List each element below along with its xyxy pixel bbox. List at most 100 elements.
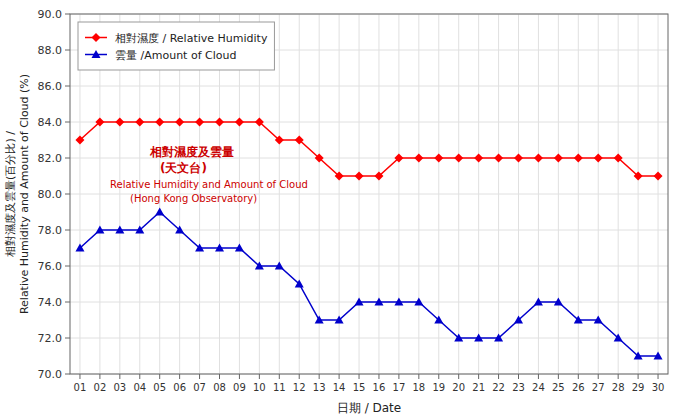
tick-x: [299, 374, 300, 379]
tick-x: [618, 374, 619, 379]
tick-label-y: 70.0: [38, 368, 63, 381]
series-marker: [275, 262, 284, 270]
tick-x: [259, 374, 260, 379]
tick-x: [119, 374, 120, 379]
series-marker: [355, 172, 364, 181]
tick-y: [65, 50, 70, 51]
tick-x: [179, 374, 180, 379]
tick-label-y: 72.0: [38, 332, 63, 345]
series-line: [80, 212, 658, 356]
tick-label-x: 09: [233, 382, 246, 393]
tick-x: [239, 374, 240, 379]
legend-label: 雲量 /Amount of Cloud: [115, 49, 236, 62]
series: [75, 208, 662, 360]
tick-label-y: 84.0: [38, 116, 63, 129]
data-area: [75, 118, 662, 360]
tick-label-y: 74.0: [38, 296, 63, 309]
tick-label-x: 13: [313, 382, 326, 393]
tick-label-y: 90.0: [38, 8, 63, 21]
series-marker: [374, 298, 383, 306]
tick-y: [65, 302, 70, 303]
tick-x: [139, 374, 140, 379]
series-marker: [614, 334, 623, 342]
series-marker: [494, 154, 503, 163]
tick-label-x: 12: [293, 382, 306, 393]
tick-label-y: 76.0: [38, 260, 63, 273]
tick-label-x: 24: [532, 382, 545, 393]
grid-line-x: [378, 14, 379, 374]
tick-x: [638, 374, 639, 379]
series-marker: [394, 298, 403, 306]
tick-x: [558, 374, 559, 379]
series-marker: [135, 226, 144, 234]
annotation: (天文台): [160, 161, 207, 175]
grid-line-x: [458, 14, 459, 374]
legend-label: 相對濕度 / Relative Humidity: [115, 32, 268, 45]
series-marker: [315, 154, 324, 163]
annotation: (Hong Kong Observatory): [130, 193, 257, 204]
tick-label-x: 20: [452, 382, 465, 393]
grid-line-x: [618, 14, 619, 374]
grid-line-x: [478, 14, 479, 374]
annotation: 相對濕度及雲量: [149, 145, 234, 159]
plot-background: [70, 14, 668, 374]
grid-line-x: [658, 14, 659, 374]
annotation: Relative Humidity and Amount of Cloud: [110, 179, 308, 190]
tick-label-x: 17: [393, 382, 406, 393]
series: [75, 118, 662, 181]
tick-label-x: 02: [94, 382, 107, 393]
tick-label-x: 19: [432, 382, 445, 393]
tick-y: [65, 122, 70, 123]
series-marker: [75, 136, 84, 145]
tick-label-x: 07: [193, 382, 206, 393]
series-marker: [634, 352, 643, 360]
series-marker: [474, 154, 483, 163]
grid-line-x: [538, 14, 539, 374]
series-marker: [255, 118, 264, 127]
tick-label-x: 11: [273, 382, 286, 393]
annotations: 相對濕度及雲量 (天文台) Relative Humidity and Amount…: [110, 145, 308, 204]
tick-label-x: 05: [153, 382, 166, 393]
series-marker: [554, 154, 563, 163]
series-marker: [494, 334, 503, 342]
series-marker: [215, 244, 224, 252]
series-marker: [215, 118, 224, 127]
tick-x: [159, 374, 160, 379]
tick-x: [319, 374, 320, 379]
tick-label-y: 78.0: [38, 224, 63, 237]
series-marker: [434, 154, 443, 163]
series-marker: [155, 118, 164, 127]
tick-label-x: 30: [652, 382, 665, 393]
tick-y: [65, 230, 70, 231]
tick-x: [498, 374, 499, 379]
tick-x: [578, 374, 579, 379]
tick-x: [219, 374, 220, 379]
tick-x: [398, 374, 399, 379]
series-line: [80, 122, 658, 176]
series-marker: [335, 316, 344, 324]
tick-label-x: 21: [472, 382, 485, 393]
series-marker: [374, 172, 383, 181]
legend-swatch-marker: [92, 50, 101, 58]
tick-label-y: 80.0: [38, 188, 63, 201]
tick-label-x: 28: [612, 382, 625, 393]
legend-swatch-marker: [92, 33, 101, 42]
series-marker: [634, 172, 643, 181]
tick-x: [359, 374, 360, 379]
tick-label-x: 10: [253, 382, 266, 393]
series-marker: [195, 244, 204, 252]
tick-label-x: 29: [632, 382, 645, 393]
grid-line-x: [638, 14, 639, 374]
series-marker: [275, 136, 284, 145]
y-axis-label: Relative Humidity and Amount of Cloud (%…: [18, 74, 31, 314]
tick-x: [458, 374, 459, 379]
series-marker: [574, 316, 583, 324]
tick-label-x: 27: [592, 382, 605, 393]
series-marker: [414, 154, 423, 163]
tick-x: [518, 374, 519, 379]
legend: 相對濕度 / Relative Humidity 雲量 /Amount of Cl…: [78, 22, 274, 70]
tick-label-x: 15: [353, 382, 366, 393]
legend-item: 相對濕度 / Relative Humidity: [85, 32, 268, 45]
tick-y: [65, 14, 70, 15]
series-marker: [574, 154, 583, 163]
